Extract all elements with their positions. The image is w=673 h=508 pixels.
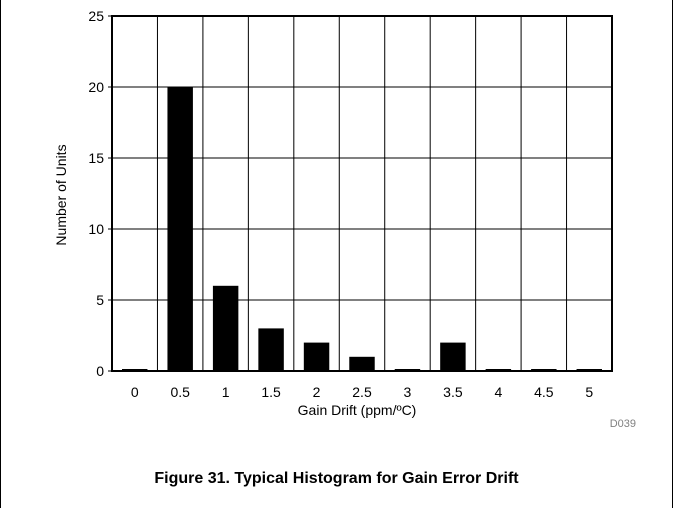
bar-1 xyxy=(212,285,239,371)
x-axis-label: Gain Drift (ppm/ºC) xyxy=(298,402,417,418)
y-axis-label: Number of Units xyxy=(53,144,69,245)
x-tick-label: 0.5 xyxy=(170,384,190,400)
histogram-chart: 0 5 10 15 20 25 0 0.5 1 1.5 2 2.5 3 3.5 4 4.5 5 Number … xyxy=(53,8,636,430)
x-tick-label: 0 xyxy=(131,384,139,400)
figure-frame-left xyxy=(0,0,1,508)
x-tick-label: 4.5 xyxy=(534,384,554,400)
x-tick-label: 4 xyxy=(494,384,502,400)
bar-1.5 xyxy=(258,328,284,371)
grid-lines xyxy=(112,16,612,371)
y-tick-label: 20 xyxy=(88,79,104,95)
x-tick-label: 5 xyxy=(585,384,593,400)
x-tick-label: 1 xyxy=(222,384,230,400)
y-tick-label: 5 xyxy=(96,292,104,308)
figure-caption: Figure 31. Typical Histogram for Gain Er… xyxy=(154,470,519,487)
bar-2 xyxy=(303,342,330,371)
y-tick-label: 15 xyxy=(88,150,104,166)
figure-code: D039 xyxy=(610,418,636,430)
plot-area-border xyxy=(111,15,613,372)
x-tick-label: 1.5 xyxy=(261,384,281,400)
y-tick-label: 0 xyxy=(96,363,104,379)
x-tick-labels: 0 0.5 1 1.5 2 2.5 3 3.5 4 4.5 5 xyxy=(131,384,594,400)
x-tick-label: 2 xyxy=(313,384,321,400)
x-tick-label: 3 xyxy=(404,384,412,400)
x-tick-label: 2.5 xyxy=(352,384,372,400)
y-tick-labels: 0 5 10 15 20 25 xyxy=(88,8,112,379)
bar-2.5 xyxy=(349,356,375,371)
bar-3.5 xyxy=(440,342,466,371)
y-tick-label: 25 xyxy=(88,8,104,24)
bars xyxy=(122,87,602,371)
y-tick-label: 10 xyxy=(88,221,104,237)
bar-0.5 xyxy=(167,87,193,371)
x-tick-label: 3.5 xyxy=(443,384,463,400)
